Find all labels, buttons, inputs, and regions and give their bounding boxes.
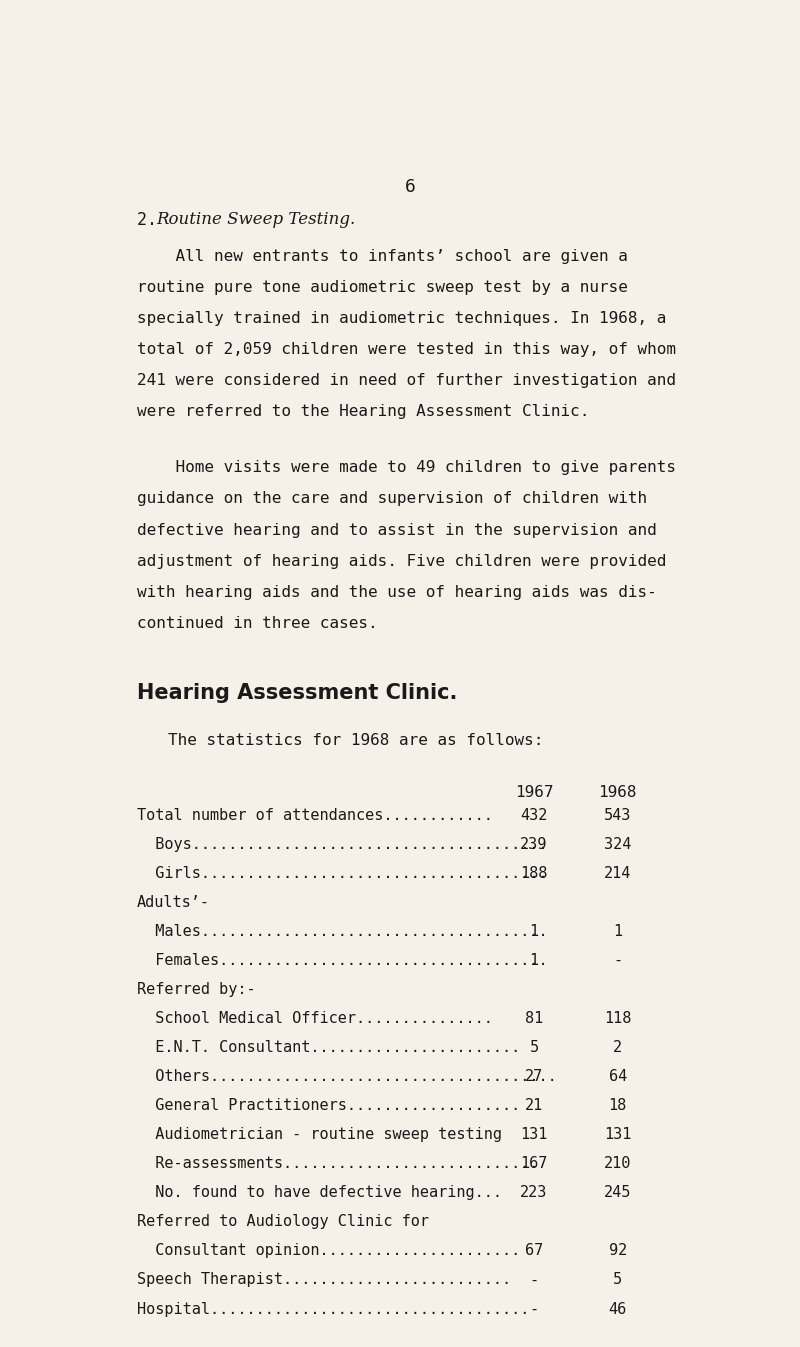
Text: Audiometrician - routine sweep testing: Audiometrician - routine sweep testing <box>138 1127 502 1142</box>
Text: -: - <box>530 1273 538 1288</box>
Text: 1: 1 <box>613 924 622 939</box>
Text: 214: 214 <box>604 866 631 881</box>
Text: 245: 245 <box>604 1185 631 1200</box>
Text: 1968: 1968 <box>598 785 637 800</box>
Text: Consultant opinion......................: Consultant opinion...................... <box>138 1243 521 1258</box>
Text: Referred by:-: Referred by:- <box>138 982 256 997</box>
Text: total of 2,059 children were tested in this way, of whom: total of 2,059 children were tested in t… <box>138 342 676 357</box>
Text: School Medical Officer...............: School Medical Officer............... <box>138 1012 493 1026</box>
Text: -: - <box>613 954 622 968</box>
Text: specially trained in audiometric techniques. In 1968, a: specially trained in audiometric techniq… <box>138 311 666 326</box>
Text: with hearing aids and the use of hearing aids was dis-: with hearing aids and the use of hearing… <box>138 585 657 599</box>
Text: General Practitioners...................: General Practitioners................... <box>138 1098 521 1113</box>
Text: 223: 223 <box>520 1185 548 1200</box>
Text: -: - <box>530 1301 538 1316</box>
Text: 210: 210 <box>604 1156 631 1172</box>
Text: continued in three cases.: continued in three cases. <box>138 616 378 630</box>
Text: 118: 118 <box>604 1012 631 1026</box>
Text: 131: 131 <box>604 1127 631 1142</box>
Text: 18: 18 <box>609 1098 627 1113</box>
Text: 46: 46 <box>609 1301 627 1316</box>
Text: 92: 92 <box>609 1243 627 1258</box>
Text: defective hearing and to assist in the supervision and: defective hearing and to assist in the s… <box>138 523 657 537</box>
Text: 27: 27 <box>525 1070 543 1084</box>
Text: guidance on the care and supervision of children with: guidance on the care and supervision of … <box>138 492 647 506</box>
Text: 64: 64 <box>609 1070 627 1084</box>
Text: E.N.T. Consultant.......................: E.N.T. Consultant....................... <box>138 1040 521 1055</box>
Text: The statistics for 1968 are as follows:: The statistics for 1968 are as follows: <box>168 733 543 748</box>
Text: 1: 1 <box>530 924 538 939</box>
Text: Referred to Audiology Clinic for: Referred to Audiology Clinic for <box>138 1215 429 1230</box>
Text: 81: 81 <box>525 1012 543 1026</box>
Text: 241 were considered in need of further investigation and: 241 were considered in need of further i… <box>138 373 676 388</box>
Text: Re-assessments............................: Re-assessments..........................… <box>138 1156 538 1172</box>
Text: Males......................................: Males...................................… <box>138 924 548 939</box>
Text: Adults’-: Adults’- <box>138 894 210 911</box>
Text: 324: 324 <box>604 836 631 851</box>
Text: 67: 67 <box>525 1243 543 1258</box>
Text: Hearing Assessment Clinic.: Hearing Assessment Clinic. <box>138 683 458 703</box>
Text: Boys.......................................: Boys....................................… <box>138 836 548 851</box>
Text: 543: 543 <box>604 808 631 823</box>
Text: 2.: 2. <box>138 211 167 229</box>
Text: Females....................................: Females.................................… <box>138 954 548 968</box>
Text: 1967: 1967 <box>514 785 554 800</box>
Text: 2: 2 <box>613 1040 622 1055</box>
Text: Speech Therapist.........................: Speech Therapist........................… <box>138 1273 511 1288</box>
Text: adjustment of hearing aids. Five children were provided: adjustment of hearing aids. Five childre… <box>138 554 666 568</box>
Text: 6: 6 <box>405 178 415 197</box>
Text: No. found to have defective hearing...: No. found to have defective hearing... <box>138 1185 502 1200</box>
Text: were referred to the Hearing Assessment Clinic.: were referred to the Hearing Assessment … <box>138 404 590 419</box>
Text: 167: 167 <box>520 1156 548 1172</box>
Text: 131: 131 <box>520 1127 548 1142</box>
Text: 21: 21 <box>525 1098 543 1113</box>
Text: 239: 239 <box>520 836 548 851</box>
Text: 188: 188 <box>520 866 548 881</box>
Text: 5: 5 <box>613 1273 622 1288</box>
Text: Hospital...................................: Hospital................................… <box>138 1301 530 1316</box>
Text: routine pure tone audiometric sweep test by a nurse: routine pure tone audiometric sweep test… <box>138 280 628 295</box>
Text: 1: 1 <box>530 954 538 968</box>
Text: All new entrants to infants’ school are given a: All new entrants to infants’ school are … <box>138 249 628 264</box>
Text: 5: 5 <box>530 1040 538 1055</box>
Text: Total number of attendances............: Total number of attendances............ <box>138 808 493 823</box>
Text: Routine Sweep Testing.: Routine Sweep Testing. <box>156 211 355 229</box>
Text: Home visits were made to 49 children to give parents: Home visits were made to 49 children to … <box>138 461 676 475</box>
Text: Girls......................................: Girls...................................… <box>138 866 548 881</box>
Text: 432: 432 <box>520 808 548 823</box>
Text: Others......................................: Others..................................… <box>138 1070 557 1084</box>
